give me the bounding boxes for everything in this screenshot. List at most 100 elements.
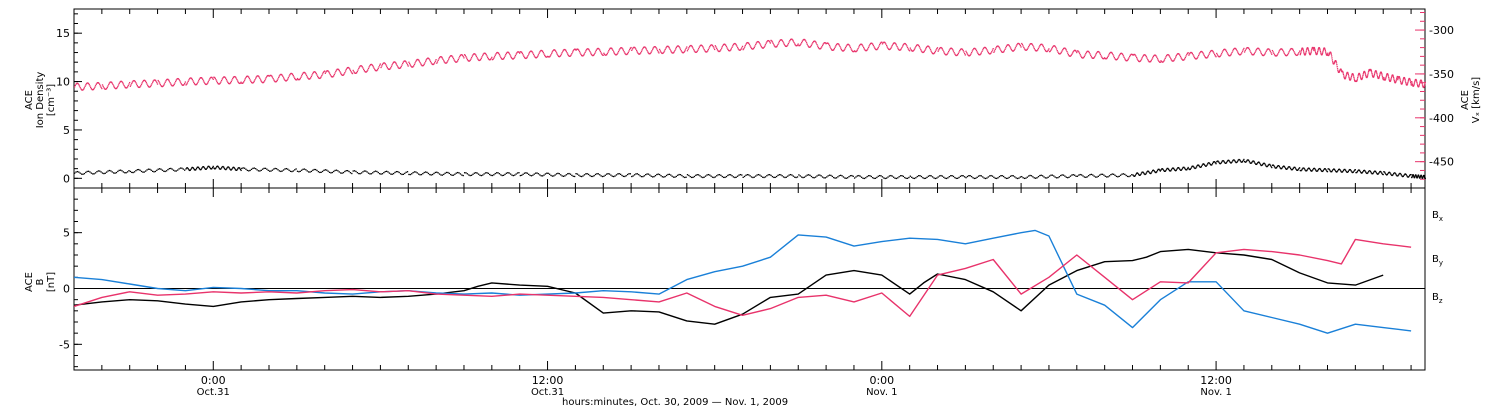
data-point — [1123, 56, 1125, 58]
data-point — [721, 46, 723, 48]
data-point — [1027, 47, 1029, 49]
data-point — [973, 48, 975, 50]
data-point — [189, 77, 191, 79]
data-point — [780, 39, 782, 41]
data-point — [402, 61, 404, 63]
data-point — [1193, 55, 1195, 57]
data-point — [1015, 45, 1017, 47]
data-point — [1379, 73, 1381, 75]
data-point — [202, 166, 205, 168]
data-point — [656, 48, 658, 50]
data-point — [1228, 160, 1230, 162]
data-point — [1374, 170, 1376, 172]
data-point — [1248, 48, 1251, 51]
data-point — [759, 174, 761, 176]
data-point — [1266, 166, 1268, 168]
data-point — [604, 54, 606, 56]
data-point — [179, 81, 182, 83]
data-point — [1087, 50, 1089, 52]
data-point — [151, 83, 153, 85]
data-point — [544, 55, 547, 58]
data-point — [927, 45, 929, 47]
data-point — [802, 39, 804, 41]
data-point — [1344, 77, 1347, 79]
data-point — [76, 82, 79, 84]
data-point — [754, 45, 756, 47]
data-point — [103, 87, 105, 89]
data-point — [1125, 60, 1127, 62]
data-point — [681, 174, 683, 177]
data-point — [582, 55, 584, 57]
data-point — [108, 169, 111, 172]
data-point — [973, 47, 976, 49]
data-point — [988, 52, 990, 55]
data-point — [1046, 50, 1049, 52]
data-point — [1090, 54, 1092, 56]
data-point — [614, 175, 616, 177]
data-point — [933, 52, 935, 55]
data-point — [1423, 174, 1425, 177]
data-point — [1017, 42, 1019, 45]
data-point — [377, 67, 379, 70]
data-point — [1214, 162, 1216, 164]
data-point — [1131, 174, 1133, 176]
data-point — [1002, 175, 1005, 178]
data-point — [734, 176, 736, 179]
data-point — [685, 47, 687, 50]
data-point — [497, 172, 499, 174]
data-point — [1224, 48, 1226, 51]
data-point — [1319, 50, 1322, 53]
data-point — [674, 48, 677, 50]
data-point — [491, 58, 494, 61]
data-point — [1307, 48, 1309, 50]
data-point — [340, 73, 343, 75]
data-point — [216, 165, 219, 167]
data-point — [617, 52, 619, 54]
data-point — [1154, 54, 1156, 56]
data-point — [1104, 175, 1106, 177]
data-point — [699, 45, 701, 47]
data-point — [1358, 169, 1360, 171]
data-point — [203, 81, 205, 83]
data-point — [207, 82, 209, 84]
data-point — [860, 176, 863, 178]
bottom-ytick-label: -5 — [59, 338, 70, 351]
data-point — [765, 42, 767, 44]
data-point — [161, 85, 164, 88]
data-point — [1005, 47, 1007, 49]
data-point — [1181, 168, 1183, 171]
data-point — [793, 41, 795, 44]
data-point — [388, 172, 391, 174]
data-point — [1255, 163, 1258, 166]
data-point — [796, 176, 799, 178]
data-point — [309, 171, 311, 173]
data-point — [1035, 49, 1037, 52]
data-point — [565, 174, 567, 176]
data-point — [979, 174, 981, 177]
data-point — [1132, 174, 1134, 176]
data-point — [686, 46, 688, 48]
data-point — [1331, 57, 1333, 59]
data-point — [459, 54, 462, 57]
data-point — [256, 169, 258, 171]
data-point — [987, 51, 989, 54]
data-point — [1180, 57, 1182, 59]
data-point — [405, 171, 407, 173]
data-point — [1339, 69, 1341, 71]
data-point — [809, 46, 811, 48]
data-point — [1073, 50, 1075, 52]
data-point — [1167, 167, 1169, 170]
data-point — [1270, 52, 1272, 54]
data-point — [1047, 49, 1049, 51]
data-point — [1195, 166, 1198, 168]
data-point — [1395, 81, 1397, 83]
data-point — [1210, 50, 1212, 52]
data-point — [1193, 167, 1196, 169]
data-point — [330, 172, 332, 174]
data-point — [574, 175, 576, 178]
data-point — [1140, 173, 1142, 176]
data-point — [1415, 175, 1417, 177]
data-point — [904, 42, 906, 45]
data-point — [710, 175, 712, 177]
data-point — [1281, 167, 1283, 169]
